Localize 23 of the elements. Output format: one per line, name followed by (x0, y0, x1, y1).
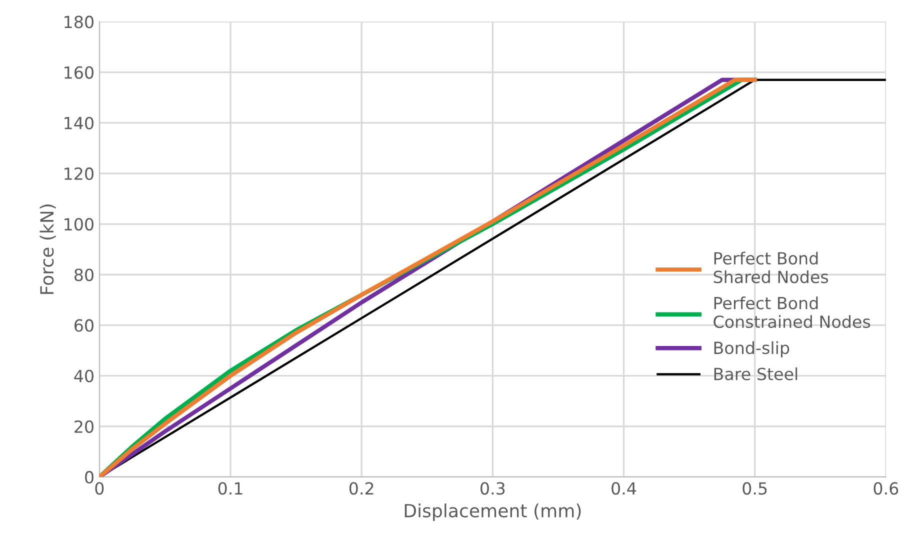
y-tick-label: 0 (85, 470, 94, 484)
y-tick-label: 20 (74, 420, 94, 433)
x-tick-label: 0.4 (612, 482, 636, 495)
y-tick-label: 120 (64, 167, 94, 180)
x-tick-label: 0.2 (349, 482, 374, 495)
x-tick-label: 0.1 (218, 482, 242, 495)
y-tick-label: 80 (74, 268, 94, 282)
x-tick-label: 0 (95, 482, 104, 495)
x-tick-label: 0.3 (480, 482, 505, 495)
y-tick-label: 140 (64, 116, 94, 130)
x-axis-title: Displacement (mm) (404, 504, 581, 521)
legend-label: Perfect Bond Constrained Nodes (714, 296, 870, 328)
x-tick-label: 0.5 (742, 482, 767, 495)
y-tick-label: 160 (64, 66, 94, 79)
legend-label: Bare Steel (714, 367, 798, 380)
legend-label: Bond-slip (714, 341, 790, 358)
x-tick-label: 0.6 (874, 482, 898, 495)
y-tick-label: 40 (74, 370, 94, 382)
y-tick-label: 100 (64, 218, 94, 231)
y-axis-title: Force (kN) (40, 204, 56, 294)
y-tick-label: 60 (74, 319, 94, 332)
y-tick-label: 180 (64, 16, 94, 28)
legend-label: Perfect Bond Shared Nodes (714, 252, 828, 284)
